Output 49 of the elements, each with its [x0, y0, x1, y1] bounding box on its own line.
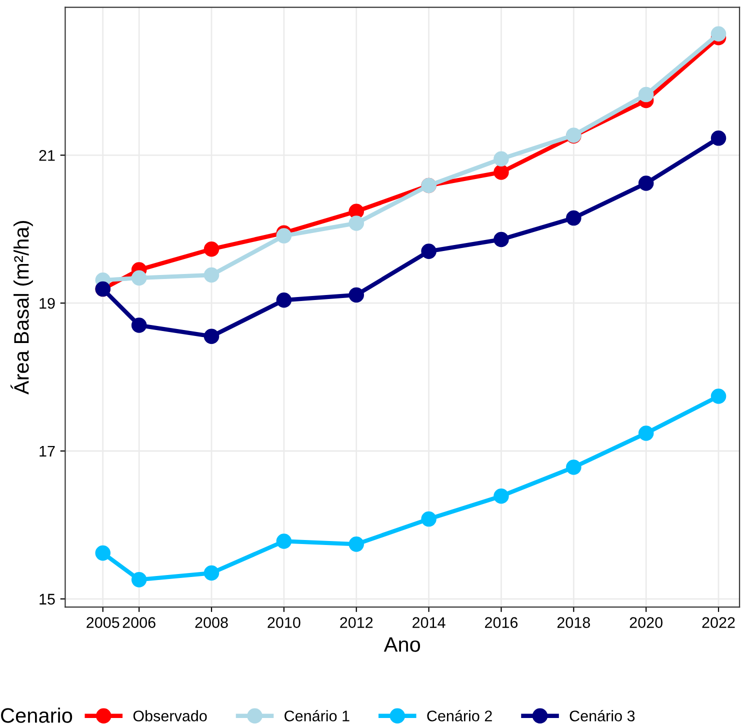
point — [276, 228, 292, 244]
point — [421, 244, 436, 259]
point — [131, 318, 147, 333]
point — [494, 488, 509, 504]
point — [638, 426, 654, 441]
x-tick-label: 2018 — [557, 617, 590, 628]
point — [204, 565, 220, 581]
point — [494, 232, 509, 248]
y-tick-label: 17 — [40, 446, 55, 457]
legend-label: Observado — [133, 710, 207, 722]
point — [566, 460, 582, 475]
point — [348, 287, 364, 303]
point — [204, 267, 220, 283]
legend-title: Cenario — [1, 708, 72, 723]
x-tick-label: 2006 — [122, 617, 156, 628]
x-axis-title: Ano — [384, 637, 420, 652]
point — [204, 241, 220, 257]
point — [638, 86, 654, 102]
point — [566, 210, 582, 226]
x-tick-label: 2014 — [412, 617, 446, 628]
legend-label: Cenário 3 — [570, 710, 635, 722]
legend-label: Cenário 1 — [284, 710, 350, 722]
y-axis-title: Área Basal (m²/ha) — [10, 221, 33, 395]
point — [95, 545, 111, 561]
x-tick-label: 2010 — [268, 617, 300, 628]
point — [131, 572, 147, 588]
x-tick-label: 2022 — [702, 617, 735, 628]
x-tick-label: 2008 — [195, 617, 228, 628]
point — [348, 536, 364, 552]
point — [204, 328, 220, 344]
point — [131, 270, 147, 286]
y-tick-label: 15 — [40, 594, 55, 605]
point — [421, 511, 436, 527]
point — [276, 534, 292, 549]
point — [276, 292, 292, 308]
x-tick-label: 2005 — [86, 617, 120, 628]
point — [710, 130, 726, 146]
x-tick-label: 2020 — [630, 617, 662, 628]
point — [710, 388, 726, 404]
point — [638, 176, 654, 191]
point — [494, 164, 509, 180]
legend-label: Cenário 2 — [427, 710, 492, 722]
x-tick-label: 2012 — [340, 617, 373, 628]
point — [348, 216, 364, 231]
y-tick-label: 19 — [40, 298, 55, 309]
x-tick-label: 2016 — [485, 617, 518, 628]
point — [710, 26, 726, 42]
point — [494, 151, 509, 167]
y-tick-label: 21 — [39, 150, 55, 161]
